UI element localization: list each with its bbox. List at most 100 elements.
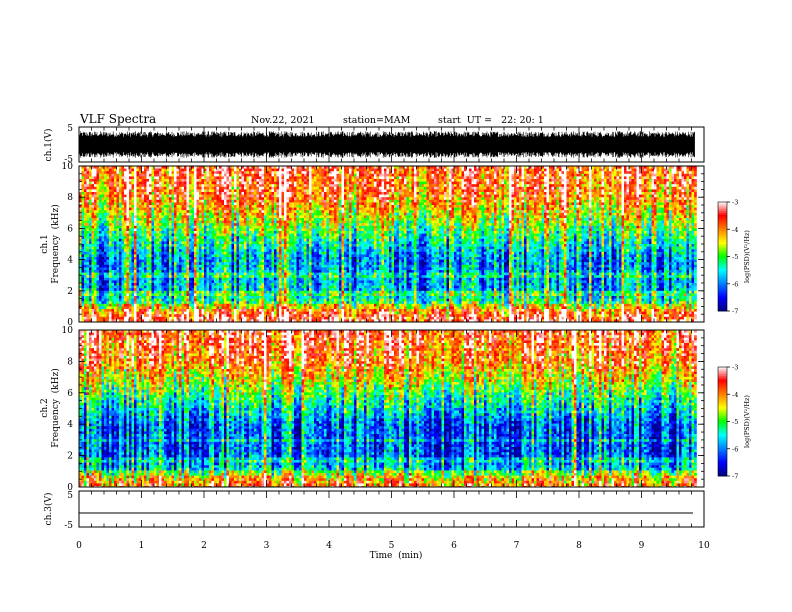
spectrogram-cell — [252, 234, 255, 237]
spectrogram-cell — [134, 239, 137, 242]
spectrogram-cell — [109, 291, 112, 294]
spectrogram-cell — [94, 304, 97, 307]
spectrogram-cell — [162, 182, 165, 185]
spectrogram-cell — [114, 200, 117, 203]
spectrogram-cell — [242, 283, 245, 286]
spectrogram-cell — [119, 296, 122, 299]
spectrogram-cell — [279, 247, 282, 250]
spectrogram-cell — [129, 192, 132, 195]
spectrogram-cell — [129, 312, 132, 315]
spectrogram-cell — [167, 267, 170, 270]
spectrogram-cell — [189, 314, 192, 317]
spectrogram-cell — [192, 257, 195, 260]
spectrogram-cell — [157, 215, 160, 218]
spectrogram-cell — [189, 182, 192, 185]
spectrogram-cell — [192, 210, 195, 213]
spectrogram-cell — [257, 174, 260, 177]
spectrogram-cell — [194, 309, 197, 312]
spectrogram-cell — [202, 213, 205, 216]
spectrogram-cell — [237, 301, 240, 304]
spectrogram-cell — [147, 215, 150, 218]
spectrogram-cell — [267, 239, 270, 242]
spectrogram-cell — [104, 169, 107, 172]
spectrogram-cell — [212, 236, 215, 239]
spectrogram-cell — [217, 288, 220, 291]
spectrogram-cell — [119, 234, 122, 237]
spectrogram-cell — [112, 192, 115, 195]
spectrogram-cell — [277, 304, 280, 307]
spectrogram-cell — [139, 267, 142, 270]
spectrogram-cell — [154, 317, 157, 320]
spectrogram-cell — [269, 299, 272, 302]
spectrogram-cell — [172, 260, 175, 263]
spectrogram-cell — [157, 236, 160, 239]
spectrogram-cell — [167, 234, 170, 237]
spectrogram-cell — [114, 210, 117, 213]
spectrogram-cell — [102, 299, 105, 302]
spectrogram-cell — [237, 262, 240, 265]
spectrogram-cell — [142, 215, 145, 218]
spectrogram-cell — [109, 317, 112, 320]
spectrogram-cell — [177, 249, 180, 252]
spectrogram-cell — [209, 257, 212, 260]
spectrogram-cell — [167, 291, 170, 294]
spectrogram-cell — [137, 262, 140, 265]
spectrogram-cell — [272, 270, 275, 273]
spectrogram-cell — [262, 236, 265, 239]
spectrogram-cell — [112, 187, 115, 190]
spectrogram-cell — [189, 213, 192, 216]
spectrogram-cell — [272, 312, 275, 315]
spectrogram-cell — [134, 210, 137, 213]
spectrogram-cell — [89, 234, 92, 237]
spectrogram-cell — [137, 301, 140, 304]
spectrogram-cell — [259, 265, 262, 268]
spectrogram-cell — [184, 221, 187, 224]
spectrogram-cell — [112, 306, 115, 309]
spectrogram-cell — [254, 299, 257, 302]
spectrogram-cell — [189, 184, 192, 187]
spectrogram-cell — [102, 197, 105, 200]
spectrogram-cell — [92, 249, 95, 252]
spectrogram-cell — [147, 270, 150, 273]
spectrogram-cell — [207, 286, 210, 289]
spectrogram-cell — [269, 171, 272, 174]
spectrogram-cell — [119, 187, 122, 190]
spectrogram-cell — [174, 249, 177, 252]
spectrogram-cell — [114, 254, 117, 257]
spectrogram-cell — [107, 317, 110, 320]
spectrogram-cell — [187, 215, 190, 218]
spectrogram-cell — [217, 215, 220, 218]
spectrogram-cell — [157, 182, 160, 185]
spectrogram-cell — [282, 296, 285, 299]
spectrogram-cell — [109, 280, 112, 283]
spectrogram-cell — [199, 208, 202, 211]
spectrogram-cell — [149, 252, 152, 255]
spectrogram-cell — [164, 221, 167, 224]
spectrogram-cell — [192, 171, 195, 174]
spectrogram-cell — [134, 288, 137, 291]
spectrogram-cell — [252, 205, 255, 208]
spectrogram-cell — [189, 257, 192, 260]
spectrogram-cell — [264, 249, 267, 252]
spectrogram-cell — [97, 221, 100, 224]
spectrogram-cell — [259, 184, 262, 187]
spectrogram-cell — [209, 301, 212, 304]
spectrogram-cell — [159, 309, 162, 312]
spectrogram-cell — [264, 296, 267, 299]
spectrogram-cell — [184, 257, 187, 260]
spectrogram-cell — [99, 254, 102, 257]
spectrogram-cell — [244, 286, 247, 289]
spectrogram-cell — [82, 200, 85, 203]
spectrogram-cell — [267, 171, 270, 174]
spectrogram-cell — [204, 265, 207, 268]
spectrogram-cell — [219, 221, 222, 224]
spectrogram-cell — [202, 210, 205, 213]
spectrogram-cell — [239, 304, 242, 307]
spectrogram-cell — [92, 262, 95, 265]
spectrogram-cell — [84, 306, 87, 309]
spectrogram-cell — [277, 215, 280, 218]
spectrogram-cell — [189, 197, 192, 200]
spectrogram-cell — [234, 226, 237, 229]
spectrogram-cell — [122, 179, 125, 182]
spectrogram-cell — [192, 218, 195, 221]
